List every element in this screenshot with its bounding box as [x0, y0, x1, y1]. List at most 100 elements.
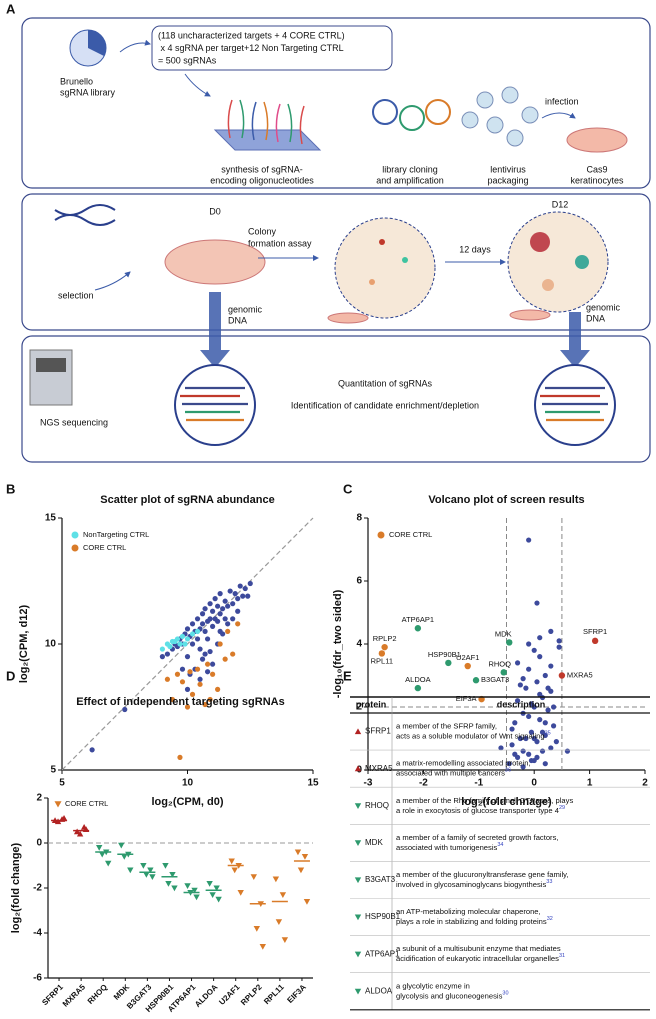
y-tick-label: -6: [33, 973, 42, 984]
data-point: [245, 593, 251, 599]
point-label: B3GAT3: [481, 675, 509, 684]
data-point: [509, 726, 515, 732]
dish-icon: [327, 312, 369, 324]
data-point: [164, 651, 171, 657]
virus-icon: [461, 86, 539, 147]
step-label: synthesis of sgRNA-: [221, 164, 303, 174]
data-point: [197, 676, 203, 682]
data-point: [164, 676, 171, 682]
reference: 31: [559, 954, 565, 960]
description-line: associated with multiple cancers: [396, 769, 505, 778]
analysis-text: Identification of candidate enrichment/d…: [291, 400, 479, 410]
sequencer-icon: [36, 358, 66, 372]
data-point: [520, 748, 526, 754]
row-marker: [354, 803, 362, 809]
legend-marker: [54, 801, 62, 808]
data-point: [199, 611, 206, 617]
data-point: [220, 606, 226, 612]
description: associated with tumorigenesis34: [396, 842, 503, 852]
description: a matrix-remodelling associated protein,: [396, 759, 531, 768]
assay-label: formation assay: [248, 238, 312, 248]
data-point: [194, 616, 201, 622]
data-point: [159, 654, 165, 660]
description: a member of a family of secreted growth …: [396, 833, 559, 842]
legend-label: CORE CTRL: [83, 543, 126, 552]
x-axis-title: log₂(fold chnage): [461, 796, 552, 808]
data-point: [514, 698, 521, 704]
data-point: [215, 603, 221, 609]
description-line: a subunit of a multisubunit enzyme that …: [396, 944, 561, 953]
description-line: a member of the Rho family of small GTPa…: [396, 796, 573, 805]
description: acts as a soluble modulator of Wnt signa…: [396, 731, 551, 741]
design-box: [151, 25, 393, 71]
data-point: [169, 638, 176, 645]
legend-marker: [71, 531, 79, 539]
sequencing-label: NGS sequencing: [40, 417, 108, 427]
data-point: [217, 641, 223, 647]
data-point: [206, 880, 213, 887]
dish-icon: [164, 239, 266, 285]
chart-title: Scatter plot of sgRNA abundance: [100, 494, 274, 506]
data-point: [179, 679, 186, 685]
description-line: an ATP-metabolizing molecular chaperone,: [396, 907, 541, 916]
colony: [402, 257, 408, 263]
y-tick-label: -2: [33, 883, 42, 894]
data-point: [215, 618, 221, 624]
step-label: encoding oligonucleotides: [210, 175, 314, 185]
data-point: [174, 636, 181, 642]
data-point: [207, 616, 213, 622]
description-line: acidification of eukaryotic intracellula…: [396, 954, 559, 963]
data-point: [222, 656, 228, 662]
description: acidification of eukaryotic intracellula…: [396, 954, 565, 964]
day-label: D12: [552, 199, 569, 209]
reference: 30: [502, 991, 508, 997]
data-point: [294, 849, 302, 856]
step-label: keratinocytes: [570, 175, 624, 185]
data-point: [537, 654, 543, 660]
description-line: involved in glycosaminoglycans biogynthe…: [396, 880, 546, 889]
protein-name: HSP90B1: [365, 912, 401, 921]
colony: [379, 239, 385, 245]
data-point: [509, 742, 515, 748]
colony: [530, 232, 550, 252]
y-tick-label: 8: [356, 513, 362, 524]
data-point: [556, 644, 562, 650]
protein-name: SFRP1: [365, 727, 391, 736]
data-point: [548, 745, 554, 751]
workflow-diagram: [21, 17, 651, 463]
x-tick-label: 2: [642, 778, 648, 789]
point-label: MXRA5: [567, 670, 593, 679]
data-point: [523, 685, 529, 691]
data-point: [506, 639, 513, 646]
day-label: D0: [209, 206, 221, 216]
data-point: [207, 648, 213, 655]
data-point: [231, 867, 238, 874]
data-point: [235, 621, 241, 627]
data-point: [225, 628, 231, 635]
x-tick-label: U2AF1: [217, 982, 242, 1007]
design-text: (118 uncharacterized targets + 4 CORE CT…: [158, 30, 345, 40]
dna-label: genomic: [228, 304, 263, 314]
data-point: [227, 588, 233, 594]
box: [21, 335, 651, 463]
data-point: [240, 593, 246, 599]
data-point: [159, 646, 165, 652]
data-point: [177, 641, 183, 647]
data-point: [235, 608, 241, 614]
protein-name: ALDOA: [365, 986, 393, 995]
x-tick-label: RHOQ: [86, 983, 109, 1006]
data-point: [253, 925, 260, 932]
arrow: [119, 39, 151, 53]
dish-icon: [566, 127, 628, 153]
description: an ATP-metabolizing molecular chaperone,: [396, 907, 541, 916]
data-point: [464, 662, 471, 670]
data-point: [259, 943, 266, 950]
row-marker: [354, 914, 362, 921]
duration-label: 12 days: [459, 244, 491, 254]
description: a member of the glucuronyltransferase ge…: [396, 870, 569, 879]
data-point: [526, 641, 532, 647]
data-point: [189, 631, 196, 637]
arrow: [184, 73, 211, 97]
panel-label: D: [6, 668, 15, 683]
data-point: [558, 672, 566, 679]
